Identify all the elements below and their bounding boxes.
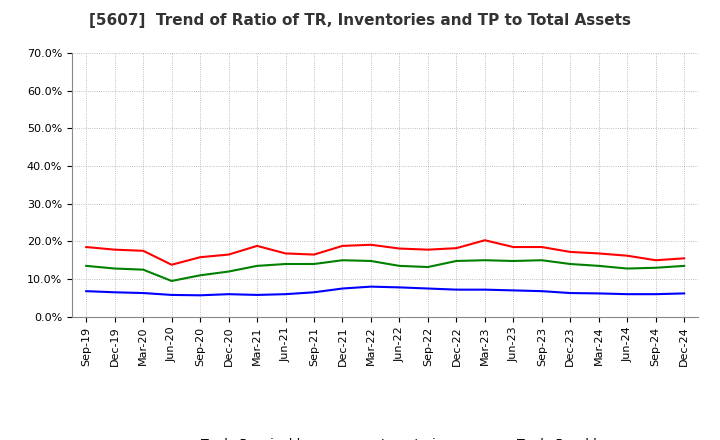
Trade Payables xyxy=(139,267,148,272)
Inventories xyxy=(652,292,660,297)
Text: [5607]  Trend of Ratio of TR, Inventories and TP to Total Assets: [5607] Trend of Ratio of TR, Inventories… xyxy=(89,13,631,28)
Trade Receivables xyxy=(310,252,318,257)
Inventories xyxy=(680,291,688,296)
Trade Receivables xyxy=(282,251,290,256)
Trade Payables xyxy=(395,263,404,268)
Inventories xyxy=(167,292,176,297)
Trade Receivables xyxy=(680,256,688,261)
Trade Payables xyxy=(82,263,91,268)
Trade Payables xyxy=(652,265,660,271)
Trade Receivables xyxy=(452,246,461,251)
Trade Payables xyxy=(167,279,176,284)
Trade Receivables xyxy=(566,249,575,255)
Inventories xyxy=(366,284,375,289)
Inventories xyxy=(395,285,404,290)
Trade Receivables xyxy=(167,262,176,268)
Trade Receivables xyxy=(652,257,660,263)
Line: Trade Payables: Trade Payables xyxy=(86,260,684,281)
Legend: Trade Receivables, Inventories, Trade Payables: Trade Receivables, Inventories, Trade Pa… xyxy=(155,433,616,440)
Line: Inventories: Inventories xyxy=(86,286,684,295)
Inventories xyxy=(452,287,461,292)
Trade Receivables xyxy=(623,253,631,258)
Inventories xyxy=(338,286,347,291)
Trade Receivables xyxy=(110,247,119,252)
Inventories xyxy=(595,291,603,296)
Trade Receivables xyxy=(253,243,261,249)
Trade Receivables xyxy=(225,252,233,257)
Inventories xyxy=(196,293,204,298)
Trade Receivables xyxy=(537,244,546,249)
Trade Payables xyxy=(110,266,119,271)
Inventories xyxy=(537,289,546,294)
Inventories xyxy=(82,289,91,294)
Trade Payables xyxy=(196,273,204,278)
Trade Payables xyxy=(595,263,603,268)
Inventories xyxy=(225,292,233,297)
Trade Payables xyxy=(680,263,688,268)
Inventories xyxy=(310,290,318,295)
Inventories xyxy=(623,292,631,297)
Trade Payables xyxy=(537,257,546,263)
Line: Trade Receivables: Trade Receivables xyxy=(86,240,684,265)
Trade Receivables xyxy=(139,248,148,253)
Trade Payables xyxy=(225,269,233,274)
Trade Receivables xyxy=(480,238,489,243)
Inventories xyxy=(253,292,261,297)
Trade Payables xyxy=(366,258,375,264)
Inventories xyxy=(282,292,290,297)
Trade Receivables xyxy=(366,242,375,247)
Trade Payables xyxy=(509,258,518,264)
Inventories xyxy=(566,290,575,296)
Trade Receivables xyxy=(82,244,91,249)
Trade Payables xyxy=(338,257,347,263)
Inventories xyxy=(509,288,518,293)
Inventories xyxy=(110,290,119,295)
Trade Receivables xyxy=(423,247,432,252)
Trade Receivables xyxy=(509,244,518,249)
Trade Payables xyxy=(253,263,261,268)
Trade Payables xyxy=(452,258,461,264)
Trade Receivables xyxy=(595,251,603,256)
Inventories xyxy=(139,290,148,296)
Trade Payables xyxy=(423,264,432,270)
Trade Receivables xyxy=(196,255,204,260)
Inventories xyxy=(480,287,489,292)
Trade Payables xyxy=(566,261,575,267)
Trade Receivables xyxy=(395,246,404,251)
Trade Payables xyxy=(623,266,631,271)
Trade Payables xyxy=(310,261,318,267)
Trade Payables xyxy=(480,257,489,263)
Trade Payables xyxy=(282,261,290,267)
Inventories xyxy=(423,286,432,291)
Trade Receivables xyxy=(338,243,347,249)
